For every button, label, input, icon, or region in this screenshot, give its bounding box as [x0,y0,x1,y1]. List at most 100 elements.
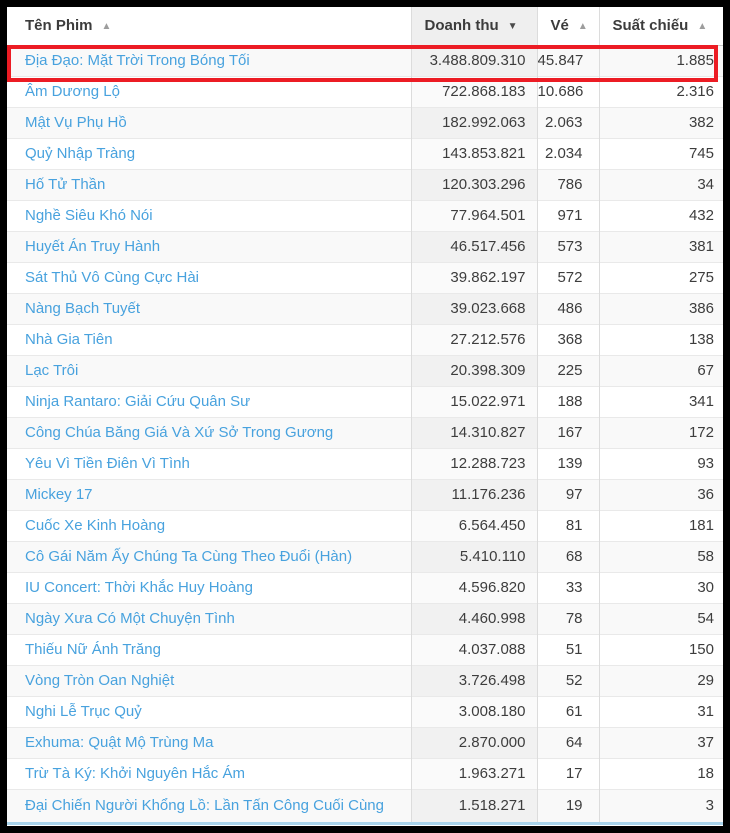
table-row: Mickey 17 11.176.236 97 36 [7,478,723,510]
table-row: Cô Gái Năm Ấy Chúng Ta Cùng Theo Đuổi (H… [7,540,723,572]
movie-link[interactable]: Nghề Siêu Khó Nói [7,199,411,231]
table-row: Nghi Lễ Trục Quỷ 3.008.180 61 31 [7,695,723,727]
tickets-cell: 68 [536,540,599,572]
showtimes-cell: 386 [598,292,723,324]
revenue-cell: 182.992.063 [410,106,537,138]
movie-link[interactable]: Quỷ Nhập Tràng [7,137,411,169]
showtimes-cell: 29 [598,664,723,696]
movie-link[interactable]: Lạc Trôi [7,354,411,386]
table-row: Huyết Án Truy Hành 46.517.456 573 381 [7,230,723,262]
sort-asc-icon: ▲ [697,21,708,33]
revenue-cell: 3.726.498 [410,664,537,696]
table-body: Địa Đạo: Mặt Trời Trong Bóng Tối 3.488.80… [7,45,723,825]
tickets-cell: 188 [536,385,599,417]
movie-link[interactable]: Ngày Xưa Có Một Chuyện Tình [7,602,411,634]
revenue-cell: 77.964.501 [410,199,537,231]
tickets-cell: 2.063 [536,106,599,138]
movie-link[interactable]: Cuốc Xe Kinh Hoàng [7,509,411,541]
revenue-cell: 46.517.456 [410,230,537,262]
table-row: Nhà Gia Tiên 27.212.576 368 138 [7,323,723,355]
movie-link[interactable]: Yêu Vì Tiền Điên Vì Tình [7,447,411,479]
column-label-suat-chieu: Suất chiếu [612,17,689,35]
revenue-cell: 15.022.971 [410,385,537,417]
revenue-cell: 3.488.809.310 [410,45,537,76]
tickets-cell: 572 [536,261,599,293]
table-row: Vòng Tròn Oan Nghiệt 3.726.498 52 29 [7,664,723,696]
movie-link[interactable]: Mật Vụ Phụ Hồ [7,106,411,138]
movie-link[interactable]: Âm Dương Lộ [7,75,411,107]
movie-link[interactable]: Exhuma: Quật Mộ Trùng Ma [7,726,411,758]
revenue-cell: 20.398.309 [410,354,537,386]
revenue-cell: 4.037.088 [410,633,537,665]
movie-link[interactable]: Thiếu Nữ Ánh Trăng [7,633,411,665]
showtimes-cell: 382 [598,106,723,138]
movie-link[interactable]: Hố Tử Thần [7,168,411,200]
showtimes-cell: 30 [598,571,723,603]
showtimes-cell: 1.885 [598,45,723,76]
table-row: Mật Vụ Phụ Hồ 182.992.063 2.063 382 [7,106,723,138]
column-header-suat-chieu[interactable]: Suất chiếu ▲ [598,7,723,46]
movie-link[interactable]: Nhà Gia Tiên [7,323,411,355]
tickets-cell: 10.686 [536,75,599,107]
tickets-cell: 139 [536,447,599,479]
tickets-cell: 33 [536,571,599,603]
showtimes-cell: 18 [598,757,723,789]
movie-link[interactable]: Trừ Tà Ký: Khởi Nguyên Hắc Ám [7,757,411,789]
table-row: Trừ Tà Ký: Khởi Nguyên Hắc Ám 1.963.271 17… [7,757,723,789]
movie-link[interactable]: Cô Gái Năm Ấy Chúng Ta Cùng Theo Đuổi (H… [7,540,411,572]
movie-link[interactable]: Sát Thủ Vô Cùng Cực Hài [7,261,411,293]
column-label-ve: Vé [550,17,569,35]
revenue-cell: 39.862.197 [410,261,537,293]
movie-link[interactable]: Đại Chiến Người Khổng Lồ: Lần Tấn Công C… [7,788,411,825]
movie-link[interactable]: Ninja Rantaro: Giải Cứu Quân Sư [7,385,411,417]
revenue-cell: 143.853.821 [410,137,537,169]
tickets-cell: 97 [536,478,599,510]
revenue-cell: 2.870.000 [410,726,537,758]
showtimes-cell: 93 [598,447,723,479]
movie-link[interactable]: Công Chúa Băng Giá Và Xứ Sở Trong Gương [7,416,411,448]
showtimes-cell: 138 [598,323,723,355]
tickets-cell: 167 [536,416,599,448]
box-office-table: Tên Phim ▲ Doanh thu ▼ Vé ▲ Suất chiếu ▲ Địa… [7,7,723,825]
tickets-cell: 486 [536,292,599,324]
showtimes-cell: 36 [598,478,723,510]
movie-link[interactable]: Địa Đạo: Mặt Trời Trong Bóng Tối [7,45,411,76]
tickets-cell: 19 [536,788,599,825]
movie-link[interactable]: Huyết Án Truy Hành [7,230,411,262]
showtimes-cell: 67 [598,354,723,386]
movie-link[interactable]: Mickey 17 [7,478,411,510]
revenue-cell: 4.460.998 [410,602,537,634]
column-header-doanh-thu[interactable]: Doanh thu ▼ [410,7,537,46]
revenue-cell: 1.518.271 [410,788,537,825]
revenue-cell: 11.176.236 [410,478,537,510]
tickets-cell: 64 [536,726,599,758]
revenue-cell: 39.023.668 [410,292,537,324]
column-label-doanh-thu: Doanh thu [424,17,499,35]
showtimes-cell: 150 [598,633,723,665]
movie-link[interactable]: Vòng Tròn Oan Nghiệt [7,664,411,696]
showtimes-cell: 172 [598,416,723,448]
revenue-cell: 1.963.271 [410,757,537,789]
tickets-cell: 78 [536,602,599,634]
showtimes-cell: 3 [598,788,723,825]
movie-link[interactable]: IU Concert: Thời Khắc Huy Hoàng [7,571,411,603]
table-row: Đại Chiến Người Khổng Lồ: Lần Tấn Công C… [7,788,723,825]
movie-link[interactable]: Nàng Bạch Tuyết [7,292,411,324]
column-header-ten-phim[interactable]: Tên Phim ▲ [7,7,411,46]
revenue-cell: 120.303.296 [410,168,537,200]
table-row: Công Chúa Băng Giá Và Xứ Sở Trong Gương 1… [7,416,723,448]
table-header: Tên Phim ▲ Doanh thu ▼ Vé ▲ Suất chiếu ▲ [7,7,723,46]
column-header-ve[interactable]: Vé ▲ [536,7,599,46]
sort-asc-icon: ▲ [577,21,588,33]
movie-link[interactable]: Nghi Lễ Trục Quỷ [7,695,411,727]
showtimes-cell: 34 [598,168,723,200]
tickets-cell: 2.034 [536,137,599,169]
revenue-cell: 14.310.827 [410,416,537,448]
header-row: Tên Phim ▲ Doanh thu ▼ Vé ▲ Suất chiếu ▲ [7,7,723,46]
tickets-cell: 52 [536,664,599,696]
tickets-cell: 573 [536,230,599,262]
showtimes-cell: 381 [598,230,723,262]
showtimes-cell: 181 [598,509,723,541]
column-label-ten-phim: Tên Phim [25,17,93,35]
